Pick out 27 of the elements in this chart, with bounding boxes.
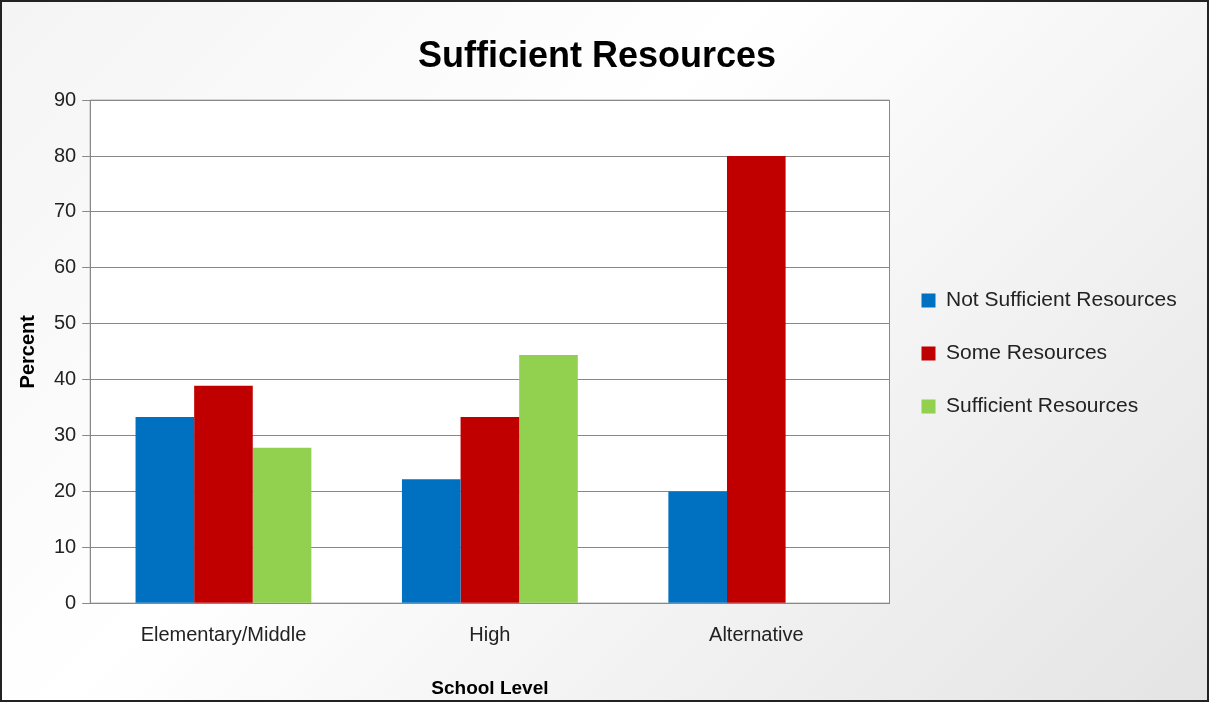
- bar: [460, 417, 520, 603]
- y-tick-label: 40: [54, 367, 77, 390]
- y-tick-label: 0: [65, 590, 77, 613]
- legend-label: Not Sufficient Resources: [946, 287, 1177, 311]
- y-tick-label: 50: [54, 311, 77, 334]
- y-tick-label: 60: [54, 255, 77, 278]
- bar: [668, 491, 727, 603]
- chart-title: Sufficient Resources: [417, 33, 777, 75]
- x-tick-label: Alternative: [709, 622, 804, 645]
- x-axis-title: School Level: [431, 676, 549, 698]
- y-tick-label: 30: [54, 423, 77, 446]
- y-axis-title: Percent: [15, 314, 38, 389]
- x-tick-label: Elementary/Middle: [140, 622, 307, 645]
- legend-label: Some Resources: [946, 340, 1108, 364]
- bar: [401, 479, 461, 603]
- y-tick-label: 20: [54, 478, 77, 501]
- legend-label: Sufficient Resources: [946, 393, 1139, 417]
- bar: [194, 385, 253, 603]
- y-tick-label: 80: [54, 143, 77, 166]
- bar: [135, 417, 195, 603]
- bar: [519, 355, 578, 603]
- x-tick-label: High: [469, 622, 511, 645]
- bar: [726, 156, 786, 603]
- bar: [252, 447, 312, 603]
- y-tick-label: 90: [54, 87, 77, 110]
- y-tick-label: 10: [54, 534, 77, 557]
- y-tick-label: 70: [54, 199, 77, 222]
